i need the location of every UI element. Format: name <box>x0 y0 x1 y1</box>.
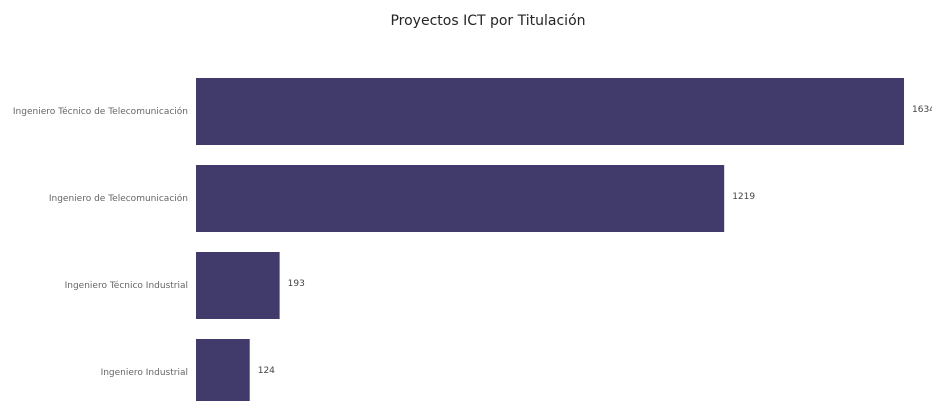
bar <box>196 78 905 145</box>
value-label: 1634 <box>912 105 932 115</box>
bar <box>196 165 725 232</box>
value-label: 1219 <box>732 192 755 202</box>
category-label: Ingeniero Técnico Industrial <box>65 280 188 291</box>
category-label: Ingeniero Industrial <box>101 368 188 378</box>
bar <box>196 252 280 319</box>
value-label: 124 <box>258 366 275 376</box>
category-label: Ingeniero de Telecomunicación <box>49 193 188 204</box>
value-label: 193 <box>288 279 305 289</box>
bar <box>196 339 250 401</box>
chart-title: Proyectos ICT por Titulación <box>390 13 585 29</box>
category-label: Ingeniero Técnico de Telecomunicación <box>13 106 188 117</box>
